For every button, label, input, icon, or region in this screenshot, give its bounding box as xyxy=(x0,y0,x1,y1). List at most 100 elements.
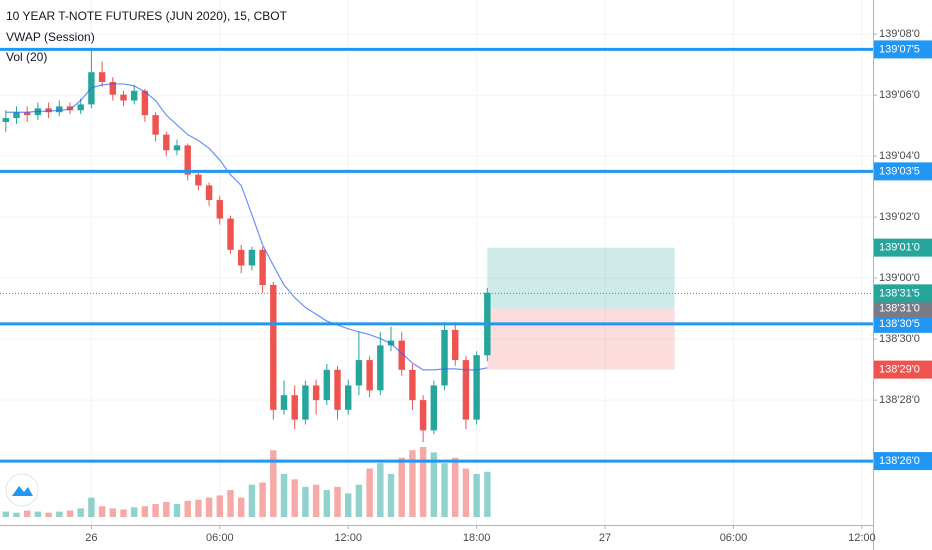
candle-body xyxy=(45,108,52,113)
candle-body xyxy=(366,360,373,391)
candle-body xyxy=(419,400,427,431)
candle-body xyxy=(98,72,106,82)
candle-body xyxy=(462,360,470,420)
volume-bar xyxy=(291,479,298,517)
x-tick-label: 06:00 xyxy=(720,532,748,544)
x-tick-label: 27 xyxy=(599,532,611,544)
volume-bar xyxy=(88,497,95,517)
candle-body xyxy=(23,112,31,116)
level-label-box xyxy=(874,314,932,333)
candle-body xyxy=(195,174,202,186)
volume-bar xyxy=(419,447,427,517)
y-tick-label: 139'02'0 xyxy=(879,211,920,223)
y-tick-label: 139'06'0 xyxy=(879,89,920,101)
volume-bar xyxy=(184,500,191,517)
candle-body xyxy=(120,94,127,101)
volume-bar xyxy=(312,484,320,517)
y-tick-label: 139'08'0 xyxy=(879,28,920,40)
volume-bar xyxy=(323,490,331,517)
candle-body xyxy=(323,369,331,401)
candle-body xyxy=(13,112,20,119)
candle-body xyxy=(152,115,159,135)
volume-bar xyxy=(398,457,405,517)
profit-zone xyxy=(487,247,675,309)
logo[interactable] xyxy=(5,473,39,507)
candle-body xyxy=(452,329,459,361)
volume-bar xyxy=(163,501,170,517)
candle-body xyxy=(56,106,63,113)
level-label: 138'26'0 xyxy=(879,455,920,467)
level-label-box xyxy=(874,452,932,471)
x-tick-label: 06:00 xyxy=(206,532,234,544)
volume-bar xyxy=(77,508,84,517)
entry-label: 138'31'0 xyxy=(879,303,920,315)
volume-bar xyxy=(355,484,363,517)
candle-body xyxy=(205,185,213,201)
volume-bar xyxy=(377,463,384,517)
candle-body xyxy=(334,369,341,410)
volume-bar xyxy=(45,512,52,517)
volume-bar xyxy=(98,506,106,517)
volume-label: Vol (20) xyxy=(6,50,47,64)
volume-bar xyxy=(227,490,234,517)
x-tick-label: 18:00 xyxy=(463,532,491,544)
volume-bar xyxy=(195,499,202,517)
stop-label: 138'29'0 xyxy=(879,364,920,376)
volume-bar xyxy=(66,510,74,517)
volume-bar xyxy=(173,504,181,517)
candle-body xyxy=(355,360,363,386)
volume-bar xyxy=(452,457,459,517)
volume-bar xyxy=(345,493,352,517)
candle-body xyxy=(473,355,480,420)
candle-body xyxy=(302,385,309,420)
candle-body xyxy=(163,134,170,151)
candle-body xyxy=(430,385,438,431)
volume-bar xyxy=(120,509,127,517)
level-label-box xyxy=(874,40,932,59)
volume-bar xyxy=(366,468,373,517)
volume-bar xyxy=(34,511,42,517)
last-price-label-box xyxy=(874,284,932,303)
candle-body xyxy=(184,145,191,175)
volume-bar xyxy=(13,512,20,517)
candle-body xyxy=(237,249,245,266)
entry-label-box xyxy=(874,299,932,318)
volume-bar xyxy=(259,482,266,517)
plot xyxy=(0,47,873,517)
candle-body xyxy=(130,90,138,101)
candle-body xyxy=(312,385,320,401)
candle-body xyxy=(270,284,277,410)
vwap-line xyxy=(5,83,488,371)
target-label-box xyxy=(874,238,932,257)
logo-mark[interactable] xyxy=(12,486,33,496)
grid xyxy=(0,0,873,525)
volume-bar xyxy=(387,473,395,517)
candle-body xyxy=(291,395,298,420)
y-tick-label: 139'00'0 xyxy=(879,272,920,284)
volume-bar xyxy=(152,504,159,517)
candle-body xyxy=(173,145,181,151)
candle-body xyxy=(441,329,448,386)
level-label: 138'30'5 xyxy=(879,318,920,330)
last-price-label: 138'31'5 xyxy=(879,287,920,299)
volume-bar xyxy=(430,452,438,517)
candle-body xyxy=(248,249,256,266)
y-tick-label: 138'30'0 xyxy=(879,333,920,345)
candle-body xyxy=(409,369,416,401)
candle-body xyxy=(398,340,405,370)
candle-body xyxy=(227,218,234,250)
candle-body xyxy=(216,200,224,219)
volume-bar xyxy=(302,486,309,517)
x-tick-label: 12:00 xyxy=(848,532,876,544)
level-label: 139'07'5 xyxy=(879,43,920,55)
candle-body xyxy=(377,345,384,391)
volume-bar xyxy=(216,495,224,517)
candle-body xyxy=(2,118,9,122)
volume-bar xyxy=(130,507,138,517)
candle-body xyxy=(77,104,84,111)
volume-bar xyxy=(205,497,213,517)
volume-bar xyxy=(334,486,341,517)
level-label-box xyxy=(874,162,932,181)
candle-body xyxy=(259,249,266,285)
candle-body xyxy=(345,385,352,410)
